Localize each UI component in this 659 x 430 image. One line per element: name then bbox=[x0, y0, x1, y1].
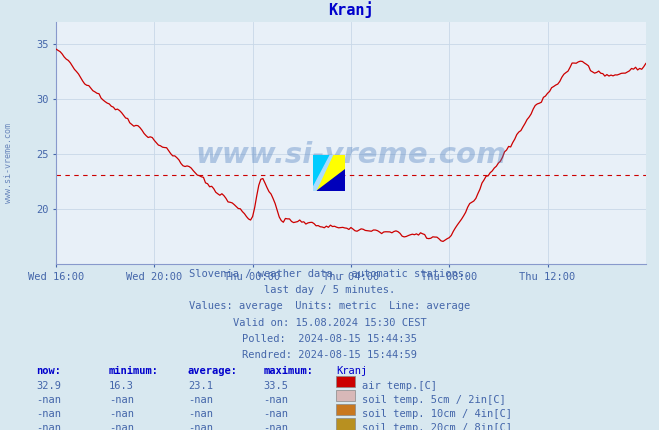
Text: -nan: -nan bbox=[188, 423, 213, 430]
Text: -nan: -nan bbox=[36, 423, 61, 430]
Text: www.si-vreme.com: www.si-vreme.com bbox=[4, 123, 13, 203]
Text: soil temp. 20cm / 8in[C]: soil temp. 20cm / 8in[C] bbox=[362, 423, 513, 430]
Text: -nan: -nan bbox=[188, 395, 213, 405]
Text: average:: average: bbox=[188, 366, 238, 376]
Text: -nan: -nan bbox=[264, 423, 289, 430]
Polygon shape bbox=[313, 155, 330, 187]
Text: -nan: -nan bbox=[36, 395, 61, 405]
Title: Kranj: Kranj bbox=[328, 1, 374, 18]
Text: soil temp. 5cm / 2in[C]: soil temp. 5cm / 2in[C] bbox=[362, 395, 506, 405]
Polygon shape bbox=[316, 169, 345, 191]
Text: Rendred: 2024-08-15 15:44:59: Rendred: 2024-08-15 15:44:59 bbox=[242, 350, 417, 360]
Text: soil temp. 10cm / 4in[C]: soil temp. 10cm / 4in[C] bbox=[362, 409, 513, 419]
Polygon shape bbox=[313, 155, 333, 191]
Text: air temp.[C]: air temp.[C] bbox=[362, 381, 438, 390]
Text: -nan: -nan bbox=[264, 395, 289, 405]
Text: 33.5: 33.5 bbox=[264, 381, 289, 390]
Text: now:: now: bbox=[36, 366, 61, 376]
Text: Polled:  2024-08-15 15:44:35: Polled: 2024-08-15 15:44:35 bbox=[242, 334, 417, 344]
Text: -nan: -nan bbox=[264, 409, 289, 419]
Text: -nan: -nan bbox=[109, 423, 134, 430]
Text: -nan: -nan bbox=[109, 409, 134, 419]
Text: -nan: -nan bbox=[36, 409, 61, 419]
Text: 16.3: 16.3 bbox=[109, 381, 134, 390]
Text: minimum:: minimum: bbox=[109, 366, 159, 376]
Text: -nan: -nan bbox=[188, 409, 213, 419]
Text: www.si-vreme.com: www.si-vreme.com bbox=[195, 141, 507, 169]
Text: 32.9: 32.9 bbox=[36, 381, 61, 390]
Text: Kranj: Kranj bbox=[336, 366, 367, 376]
Text: Valid on: 15.08.2024 15:30 CEST: Valid on: 15.08.2024 15:30 CEST bbox=[233, 318, 426, 328]
Text: maximum:: maximum: bbox=[264, 366, 314, 376]
Text: Slovenia / weather data - automatic stations.: Slovenia / weather data - automatic stat… bbox=[189, 269, 470, 279]
Text: Values: average  Units: metric  Line: average: Values: average Units: metric Line: aver… bbox=[189, 301, 470, 311]
Text: last day / 5 minutes.: last day / 5 minutes. bbox=[264, 285, 395, 295]
Text: -nan: -nan bbox=[109, 395, 134, 405]
Text: 23.1: 23.1 bbox=[188, 381, 213, 390]
